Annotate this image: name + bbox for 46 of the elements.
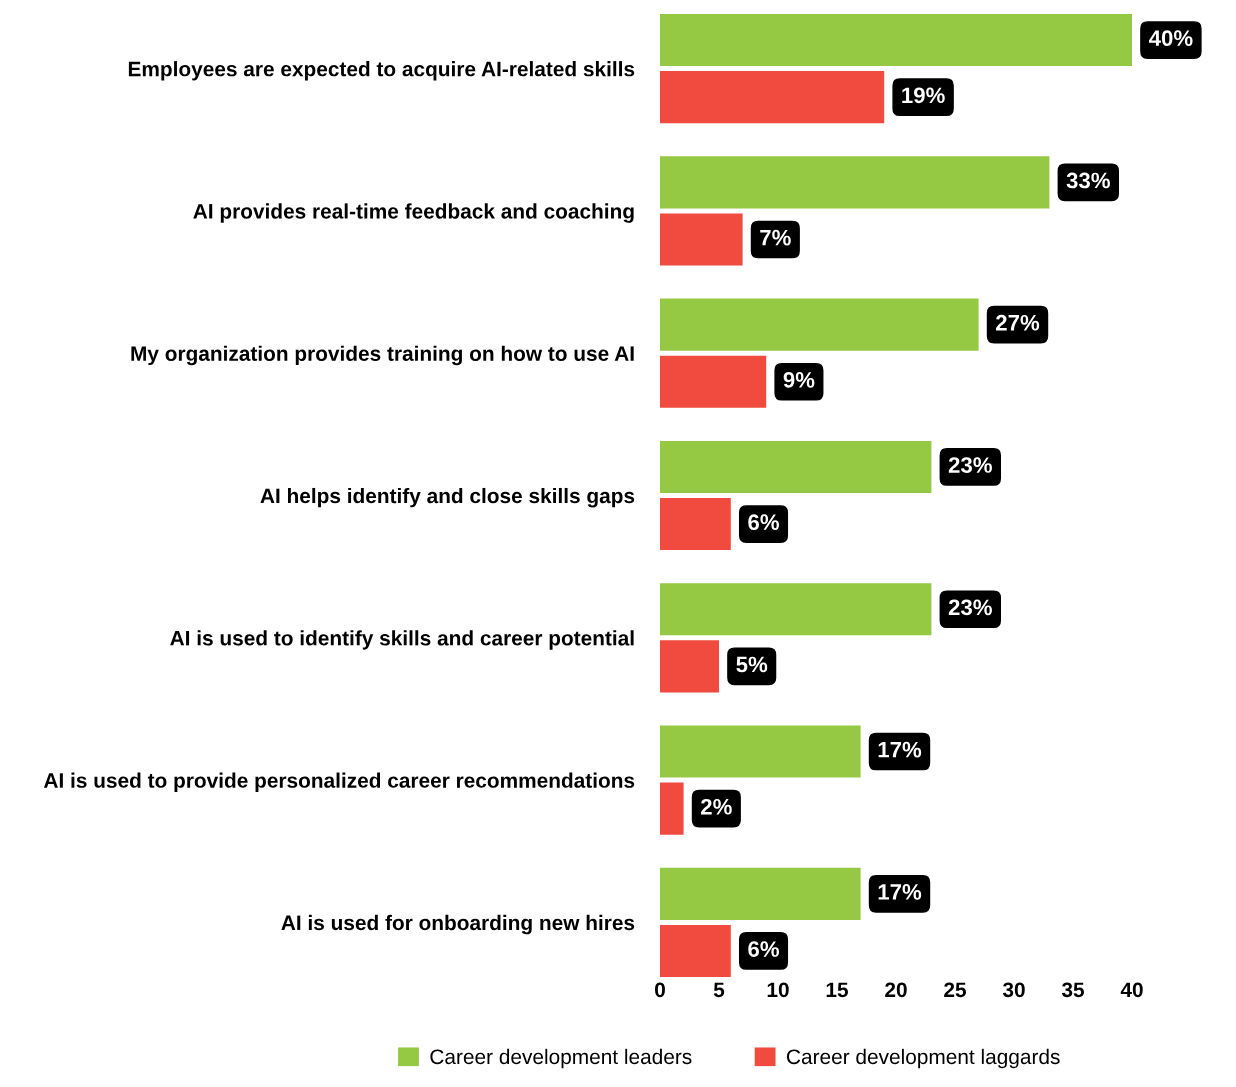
x-tick-label: 30 xyxy=(1002,982,1025,998)
data-label: 6% xyxy=(748,941,779,957)
bar xyxy=(660,213,743,266)
bar xyxy=(660,440,932,493)
x-tick-label: 15 xyxy=(826,982,849,998)
bar xyxy=(660,498,731,551)
bar xyxy=(660,782,684,835)
data-label: 5% xyxy=(736,656,768,673)
bar xyxy=(660,71,885,124)
legend-label: Career development laggards xyxy=(787,1048,1060,1069)
bar xyxy=(660,298,979,351)
x-tick-label: 5 xyxy=(713,982,725,998)
data-label: 7% xyxy=(760,229,791,246)
data-label: 17% xyxy=(878,741,922,758)
bar xyxy=(660,867,861,920)
x-tick-label: 10 xyxy=(767,982,789,998)
y-tick-label: Employees are expected to acquire AI-related skills xyxy=(128,61,635,81)
data-label: 19% xyxy=(902,87,945,104)
legend-label: Career development leaders xyxy=(430,1048,692,1069)
data-label: 23% xyxy=(948,599,992,616)
y-tick-label: AI is used for onboarding new hires xyxy=(281,914,635,935)
bar xyxy=(660,14,1132,67)
y-tick-label: AI helps identify and close skills gaps xyxy=(260,487,635,508)
data-label: 6% xyxy=(748,514,779,531)
x-tick-label: 25 xyxy=(944,982,967,998)
bar xyxy=(660,156,1050,209)
data-label: 23% xyxy=(948,457,992,473)
data-label: 2% xyxy=(701,798,732,815)
x-tick-label: 35 xyxy=(1061,982,1085,998)
data-label: 9% xyxy=(783,371,815,388)
bar xyxy=(660,640,719,693)
y-tick-label: My organization provides training on how to use AI xyxy=(131,345,634,366)
x-tick-label: 20 xyxy=(885,982,907,998)
y-tick-label: AI is used to identify skills and career potential xyxy=(170,630,634,650)
data-label: 27% xyxy=(996,314,1040,331)
data-label: 33% xyxy=(1066,172,1110,189)
y-tick-label: AI provides real-time feedback and coaching xyxy=(193,203,634,223)
data-label: 40% xyxy=(1149,30,1193,47)
bar xyxy=(660,725,861,778)
x-tick-label: 0 xyxy=(655,982,665,998)
data-label: 17% xyxy=(878,884,922,900)
bar xyxy=(660,924,731,977)
bar xyxy=(660,355,767,408)
bar xyxy=(660,583,932,636)
x-tick-label: 40 xyxy=(1120,982,1143,998)
y-tick-label: AI is used to provide personalized career recommendations xyxy=(43,772,635,792)
